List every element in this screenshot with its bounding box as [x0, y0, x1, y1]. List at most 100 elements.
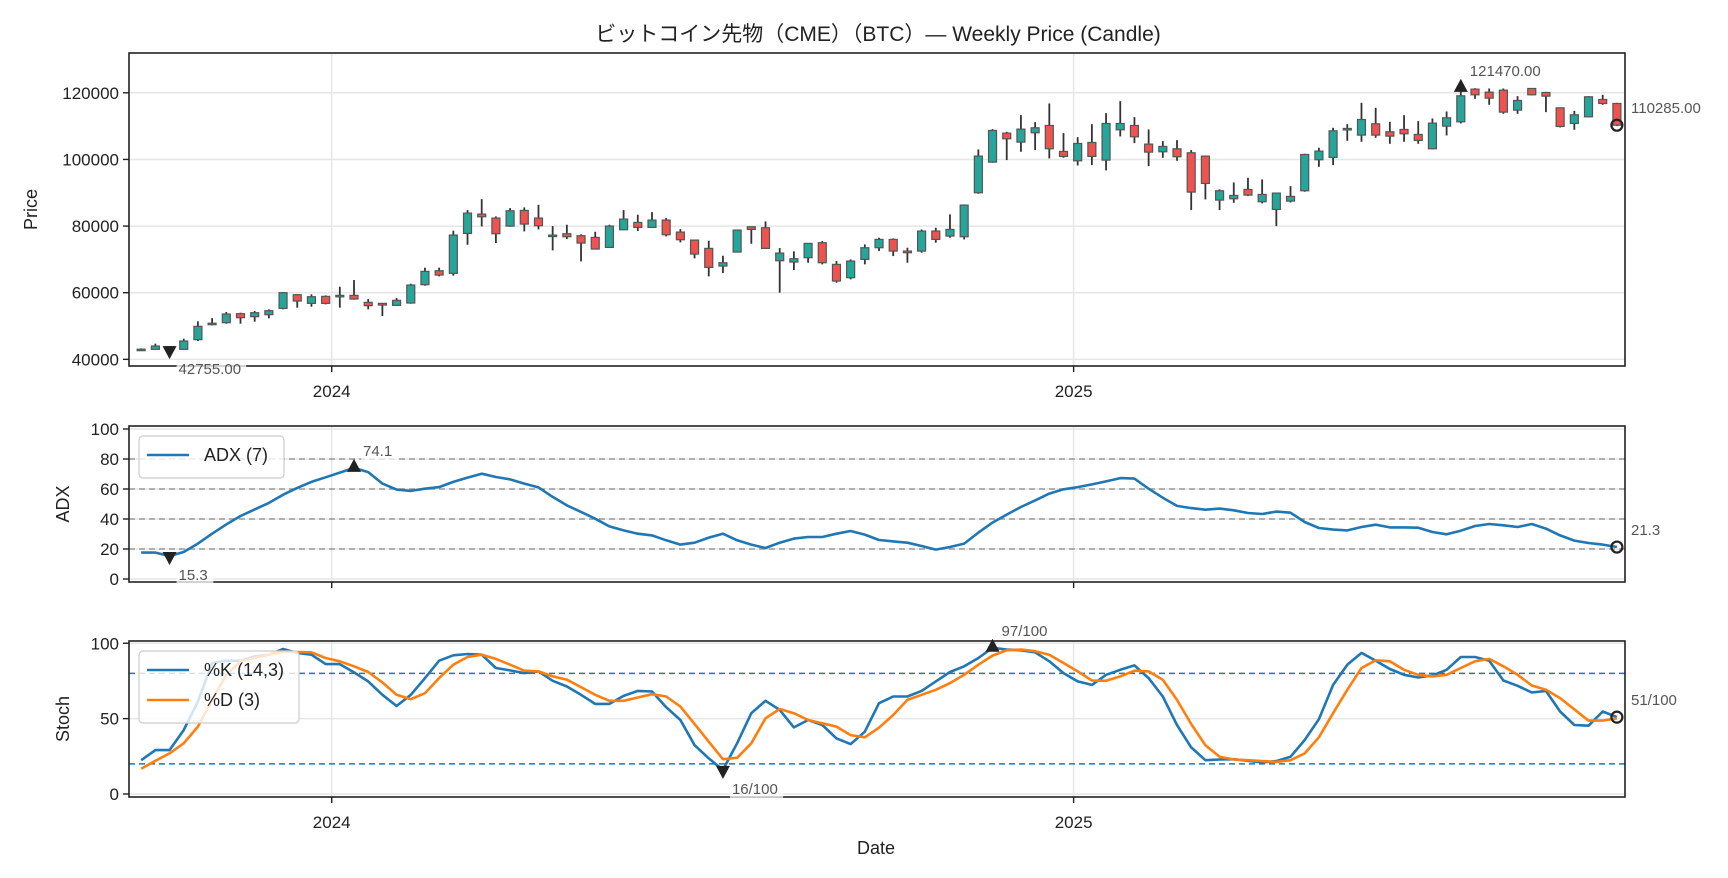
candle-body-down	[1498, 89, 1508, 113]
candle-body-up	[420, 270, 430, 286]
legend: %K (14,3) %D (3)	[138, 650, 300, 724]
candle	[420, 267, 430, 286]
annotation-last: 21.3	[1610, 521, 1666, 554]
y-axis-label: Stoch	[53, 696, 73, 742]
candle	[1555, 107, 1565, 128]
candle	[746, 226, 756, 244]
candle-body-up	[846, 260, 856, 279]
candle	[391, 298, 402, 307]
y-tick-label: 0	[110, 570, 119, 589]
candle	[1527, 87, 1537, 96]
candle-body-up	[1328, 130, 1338, 159]
candle	[562, 224, 572, 240]
candle	[675, 229, 685, 243]
candle-body-down	[1087, 141, 1097, 158]
candle	[846, 259, 856, 280]
legend-box	[138, 435, 285, 479]
candle-body-up	[1314, 150, 1324, 161]
candle-body-up	[1512, 99, 1523, 111]
candle	[306, 294, 317, 307]
candle-body-up	[264, 310, 274, 316]
candle-body-up	[1158, 145, 1168, 153]
series-line-0	[141, 466, 1618, 558]
candle	[278, 292, 288, 310]
candle-body-up	[1115, 122, 1125, 131]
candle-body-up	[803, 242, 813, 259]
max-marker-triangle-up-icon	[985, 638, 1000, 652]
candle-body-down	[1555, 107, 1565, 128]
candle-body-up	[874, 238, 884, 249]
candle	[1456, 87, 1466, 124]
candle-body-up	[391, 299, 402, 306]
candle	[1073, 137, 1083, 166]
candle	[1144, 129, 1154, 167]
candle	[1612, 102, 1622, 127]
annotation-label-background	[729, 779, 784, 798]
candle-body-down	[1186, 152, 1196, 193]
candle-body-up	[789, 258, 799, 263]
candle-body-up	[278, 292, 288, 309]
candle	[1427, 118, 1438, 150]
annotation-label-background	[1629, 521, 1666, 540]
candle	[1413, 121, 1423, 144]
candle	[349, 280, 359, 300]
x-tick-label: 2024	[313, 382, 351, 401]
candle	[335, 286, 345, 308]
candle	[576, 234, 586, 262]
candle	[1087, 124, 1097, 166]
candle-body-up	[505, 210, 515, 227]
candle	[1172, 140, 1182, 161]
candle-body-down	[1470, 88, 1480, 96]
annotation-min: 15.3	[162, 552, 214, 585]
max-marker-triangle-up-icon	[1453, 78, 1468, 92]
plot-frame	[128, 425, 1626, 583]
y-tick-label: 50	[100, 710, 119, 729]
adx-panel: 0 20 40 60 80 100 ADX 74.1 15.3 21.3 ADX (7)	[53, 420, 1666, 589]
chart-title: ビットコイン先物（CME）（BTC）— Weekly Price (Candle…	[595, 23, 1161, 46]
annotation-label: 97/100	[1002, 623, 1048, 640]
candle-body-down	[746, 226, 756, 231]
candle-body-down	[321, 295, 331, 304]
candle-body-down	[1371, 123, 1381, 136]
annotation-label: 21.3	[1631, 522, 1660, 539]
candle	[1541, 91, 1551, 113]
candle	[150, 343, 160, 350]
candle	[760, 221, 771, 250]
candle-body-down	[704, 247, 714, 268]
candle-body-up	[973, 155, 983, 194]
candle	[264, 309, 274, 319]
candle	[1442, 111, 1452, 136]
candle-body-down	[1385, 131, 1395, 137]
legend-entry-label: ADX (7)	[204, 445, 268, 465]
candle	[860, 244, 870, 265]
annotation-label-background	[999, 621, 1053, 640]
last-value-circle-icon	[1610, 710, 1624, 724]
candle-body-up	[335, 294, 345, 298]
candle	[1101, 113, 1111, 171]
x-tick-label: 2025	[1055, 382, 1093, 401]
candle	[1243, 177, 1253, 197]
annotation-label-background	[1629, 691, 1683, 710]
candle	[1399, 115, 1409, 142]
candle	[292, 294, 302, 308]
candle-body-up	[1229, 194, 1239, 200]
candle	[250, 311, 260, 322]
legend-entry-label: %D (3)	[204, 690, 260, 710]
candle-body-down	[292, 294, 302, 302]
candle-body-down	[477, 213, 487, 218]
annotation-label: 121470.00	[1470, 63, 1541, 80]
candle	[1498, 88, 1508, 114]
candle	[1002, 131, 1012, 161]
candle	[732, 229, 742, 253]
annotation-label: 16/100	[732, 781, 778, 798]
annotation-label-background	[176, 360, 247, 379]
candle	[363, 299, 373, 310]
candle-body-up	[916, 230, 927, 252]
candle-body-up	[1427, 122, 1438, 150]
candle-body-up	[136, 348, 146, 352]
candle	[973, 149, 983, 194]
min-marker-triangle-down-icon	[162, 346, 177, 360]
min-marker-triangle-down-icon	[715, 765, 730, 779]
candle-body-down	[533, 217, 544, 227]
annotation-min: 16/100	[715, 765, 784, 798]
